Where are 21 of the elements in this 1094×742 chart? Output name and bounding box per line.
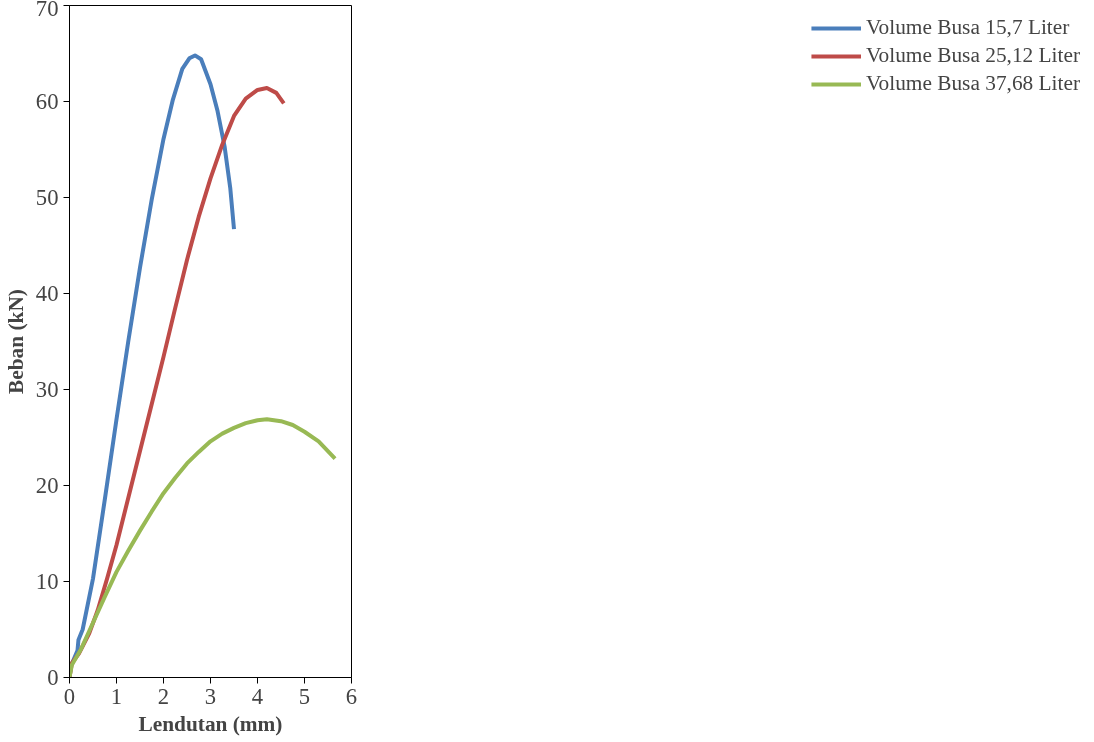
legend-label: Volume Busa 25,12 Liter (865, 43, 1080, 68)
y-tick-label: 40 (35, 281, 59, 306)
y-tick-label: 30 (35, 377, 59, 402)
x-tick-label: 5 (298, 683, 311, 709)
x-tick-label: 1 (110, 683, 123, 709)
x-tick-label: 3 (204, 683, 217, 709)
y-tick-label: 70 (35, 0, 59, 21)
x-tick-label: 6 (345, 683, 358, 709)
y-axis-title: Beban (kN) (3, 289, 28, 394)
y-tick-label: 50 (35, 185, 59, 210)
y-tick-label: 60 (35, 89, 59, 114)
y-tick-label: 10 (35, 569, 59, 594)
line-series (69, 417, 338, 678)
x-tick-label: 0 (63, 683, 76, 709)
x-tick-label: 4 (251, 683, 264, 709)
y-tick-label: 0 (47, 665, 59, 690)
x-tick-label: 2 (157, 683, 170, 709)
legend-label: Volume Busa 15,7 Liter (865, 15, 1070, 40)
legend-label: Volume Busa 37,68 Liter (865, 71, 1080, 96)
x-axis-title: Lendutan (mm) (138, 711, 283, 736)
y-tick-label: 20 (35, 473, 59, 498)
